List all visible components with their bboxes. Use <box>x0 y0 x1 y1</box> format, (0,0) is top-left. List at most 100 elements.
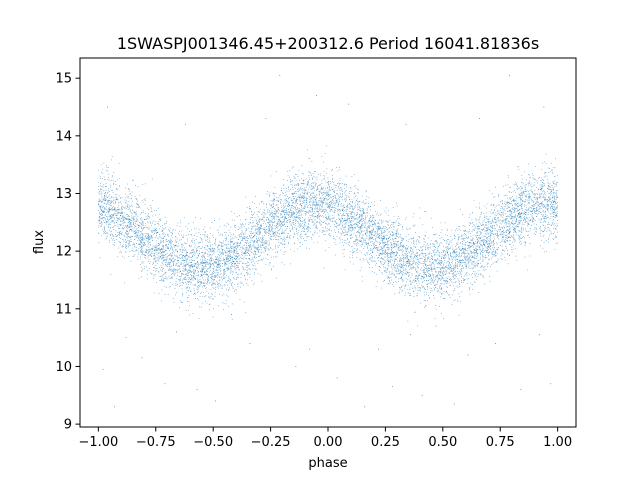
data-point <box>553 209 555 210</box>
data-point <box>485 225 487 226</box>
data-point <box>510 218 511 220</box>
data-point <box>463 279 464 281</box>
data-point <box>402 265 403 267</box>
data-point <box>521 191 522 193</box>
data-point <box>474 226 476 228</box>
data-point <box>146 278 148 280</box>
data-point <box>254 203 255 204</box>
data-point <box>208 242 210 244</box>
data-point <box>483 229 485 230</box>
data-point <box>443 273 445 275</box>
data-point <box>368 237 370 238</box>
data-point <box>227 258 229 259</box>
data-point <box>259 227 261 229</box>
data-point <box>497 249 499 251</box>
data-point <box>241 224 242 226</box>
data-point <box>204 252 206 254</box>
data-point <box>245 219 246 221</box>
data-point <box>302 217 303 218</box>
data-point <box>530 198 532 200</box>
data-point <box>126 225 128 227</box>
data-point <box>323 231 325 232</box>
data-point <box>339 178 341 179</box>
data-point <box>367 248 369 249</box>
data-point <box>489 241 490 242</box>
data-point <box>207 274 208 275</box>
data-point <box>384 230 386 232</box>
data-point <box>533 208 535 210</box>
data-point <box>130 228 132 230</box>
data-point <box>150 237 151 239</box>
data-point <box>103 184 105 186</box>
data-point <box>537 210 539 211</box>
data-point <box>204 235 206 236</box>
data-point <box>240 273 242 275</box>
data-point <box>110 209 112 210</box>
data-point <box>464 262 466 264</box>
data-point <box>381 253 382 254</box>
data-point <box>472 289 473 290</box>
data-point <box>358 216 360 217</box>
data-point <box>137 203 139 205</box>
data-point <box>133 242 135 244</box>
data-point <box>126 227 127 228</box>
data-point <box>161 258 163 260</box>
data-point <box>250 238 252 239</box>
data-point <box>405 273 406 274</box>
data-point <box>471 212 473 213</box>
data-point <box>388 264 390 266</box>
data-point <box>425 274 427 276</box>
data-point <box>139 239 141 241</box>
data-point <box>297 194 299 196</box>
data-point <box>188 255 190 257</box>
data-point <box>361 202 363 203</box>
data-point <box>99 218 101 220</box>
data-point <box>232 257 234 258</box>
data-point <box>379 255 381 256</box>
data-point <box>340 227 342 229</box>
data-point <box>220 242 222 243</box>
data-point <box>391 252 393 253</box>
data-point <box>184 261 186 263</box>
data-point <box>525 209 527 210</box>
data-point <box>312 200 314 202</box>
data-point <box>468 237 469 238</box>
data-point <box>414 260 415 262</box>
data-point <box>347 214 349 216</box>
data-point <box>100 185 101 187</box>
data-point <box>337 187 339 189</box>
data-point <box>447 246 449 247</box>
data-point <box>340 232 342 234</box>
data-point <box>282 232 284 234</box>
data-point <box>144 266 146 267</box>
data-point <box>224 244 226 245</box>
data-point <box>235 253 237 254</box>
data-point <box>455 270 456 272</box>
data-point <box>270 221 272 223</box>
data-point <box>365 227 367 229</box>
data-point <box>130 220 131 221</box>
data-point <box>195 293 197 295</box>
data-point <box>167 233 169 235</box>
data-point <box>340 187 342 189</box>
data-point <box>101 204 103 206</box>
data-point <box>225 252 227 254</box>
data-point <box>309 199 311 200</box>
data-point <box>134 215 136 217</box>
data-point <box>132 217 134 219</box>
data-point <box>451 266 452 267</box>
data-point <box>294 184 296 186</box>
data-point <box>510 231 511 232</box>
data-point <box>459 263 461 265</box>
data-point <box>467 245 468 246</box>
data-point <box>471 240 472 241</box>
data-point <box>517 215 519 216</box>
data-point <box>333 182 334 183</box>
data-point <box>300 224 302 226</box>
data-point <box>438 278 440 279</box>
data-point <box>288 188 290 190</box>
data-point <box>496 243 498 245</box>
data-point <box>256 233 257 234</box>
data-point <box>458 246 460 248</box>
data-point <box>326 202 328 204</box>
